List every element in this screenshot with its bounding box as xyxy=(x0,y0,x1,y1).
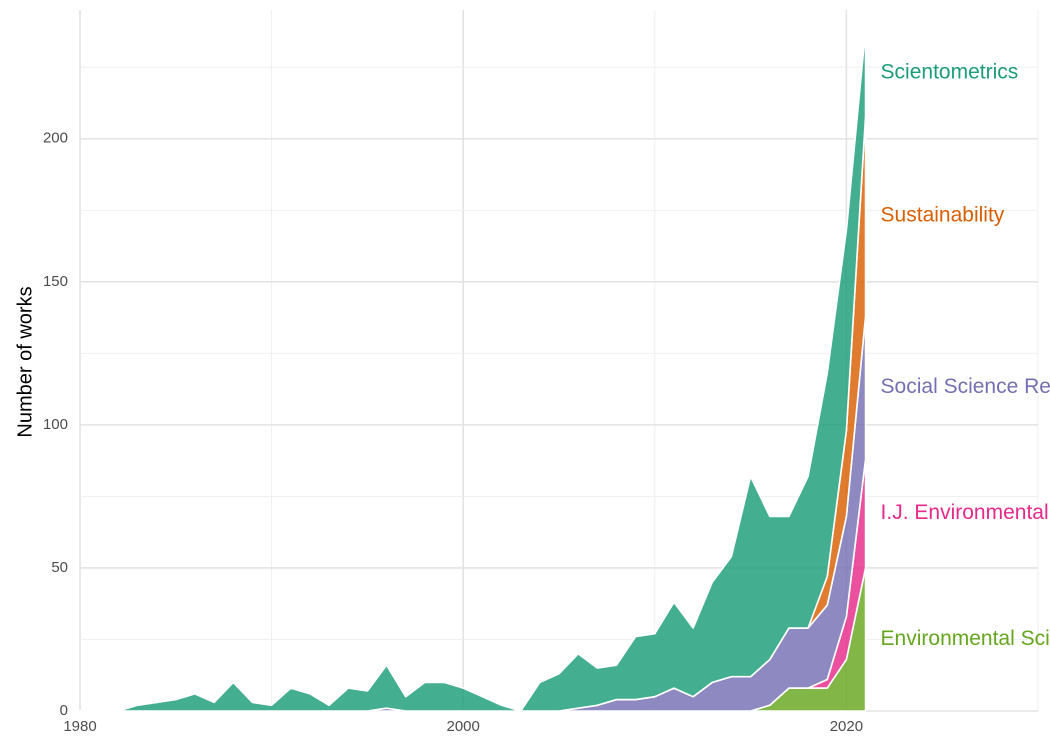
series-label: Scientometrics xyxy=(881,60,1019,83)
series-labels: Environmental Science and Pollu I.J. Envi… xyxy=(881,60,1050,650)
x-tick-label: 2000 xyxy=(447,718,480,735)
series-label: Environmental Science and Pollu xyxy=(881,627,1050,650)
y-axis-title: Number of works xyxy=(14,286,36,437)
series-label: Sustainability xyxy=(881,204,1005,227)
y-tick-label: 200 xyxy=(43,130,68,147)
areas xyxy=(79,29,867,712)
y-tick-label: 150 xyxy=(43,273,68,290)
y-tick-label: 100 xyxy=(43,416,68,433)
y-tick-label: 0 xyxy=(60,702,68,719)
grid xyxy=(79,10,1039,712)
y-tick-label: 50 xyxy=(51,559,68,576)
x-tick-label: 2020 xyxy=(830,718,863,735)
series-label: Social Science Research Networ xyxy=(881,375,1050,398)
area-scientometrics xyxy=(79,29,867,712)
series-label: I.J. Environmental Research and xyxy=(881,501,1050,524)
x-tick-label: 1980 xyxy=(63,718,96,735)
tick-labels: 1980 2000 2020 0 50 100 150 200 xyxy=(43,130,863,735)
